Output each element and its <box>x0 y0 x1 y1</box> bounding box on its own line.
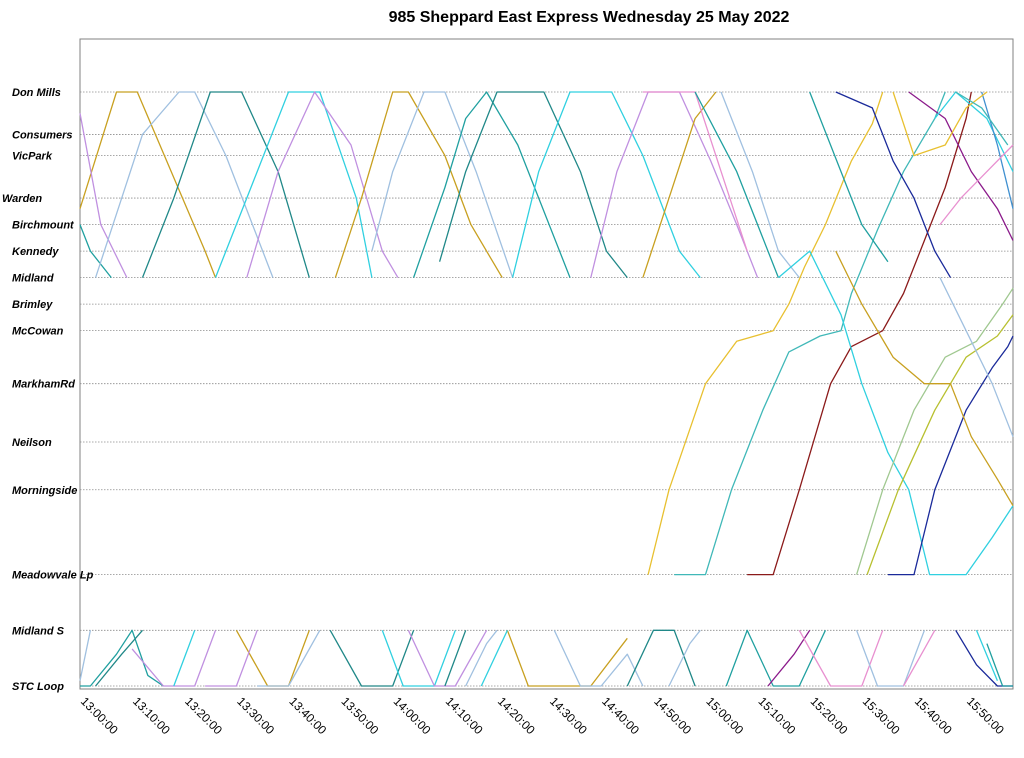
stop-label: Kennedy <box>12 246 59 258</box>
trip-line <box>981 91 1014 209</box>
trip-line <box>668 629 701 687</box>
trip-line <box>465 629 498 687</box>
trip-line <box>809 91 889 263</box>
trip-line <box>79 224 112 279</box>
time-tick-label: 14:30:00 <box>547 694 590 737</box>
trip-line <box>986 643 1013 687</box>
trip-line <box>79 630 92 681</box>
trip-line <box>866 314 1014 575</box>
time-tick-label: 13:00:00 <box>78 694 121 737</box>
stop-label: Warden <box>2 193 42 205</box>
trip-line <box>955 91 1009 146</box>
trip-line <box>642 91 717 278</box>
trip-line <box>777 250 1014 576</box>
trip-line <box>371 91 514 278</box>
trip-line <box>642 91 748 252</box>
stop-label: Brimley <box>12 299 53 311</box>
stop-label: VicPark <box>12 151 53 163</box>
trip-line <box>855 287 1014 575</box>
stop-label: Midland <box>12 273 54 285</box>
trip-line <box>79 113 128 278</box>
trip-line <box>939 277 1014 437</box>
stop-label: Meadowvale Lp <box>12 570 94 582</box>
trip-line <box>835 250 1014 507</box>
stop-label: STC Loop <box>12 681 64 693</box>
trip-line <box>647 91 884 575</box>
trip-line <box>94 91 274 278</box>
trip-line <box>694 91 780 278</box>
time-tick-labels: 13:00:00 13:10:00 13:20:00 13:30:00 13:40:00… <box>78 694 1007 737</box>
trip-line <box>173 630 196 687</box>
trip-line <box>79 91 217 278</box>
chart-title: 985 Sheppard East Express Wednesday 25 M… <box>389 9 790 26</box>
time-tick-label: 15:30:00 <box>860 694 903 737</box>
trip-line <box>95 629 143 687</box>
time-tick-label: 15:50:00 <box>964 694 1007 737</box>
trip-line <box>257 629 321 687</box>
trip-line <box>407 629 488 687</box>
time-tick-label: 15:20:00 <box>808 694 851 737</box>
trip-line <box>553 630 644 687</box>
time-tick-label: 15:00:00 <box>703 694 746 737</box>
time-tick-label: 15:40:00 <box>912 694 955 737</box>
stop-label: McCowan <box>12 326 64 338</box>
trip-line <box>835 91 952 278</box>
trip-line <box>329 629 415 687</box>
trip-line <box>480 630 508 687</box>
stop-label: Don Mills <box>12 87 61 99</box>
stop-label: MarkhamRd <box>12 379 75 391</box>
time-tick-label: 14:40:00 <box>599 694 642 737</box>
stop-label: Midland S <box>12 625 65 637</box>
trip-line <box>214 91 373 278</box>
trip-line <box>334 91 503 278</box>
time-tick-label: 13:10:00 <box>130 694 173 737</box>
time-tick-label: 14:10:00 <box>443 694 486 737</box>
trip-line <box>855 630 926 687</box>
trip-line <box>908 91 1014 241</box>
stop-label: Neilson <box>12 437 52 449</box>
trip-line <box>674 91 946 576</box>
trip-line <box>444 630 467 687</box>
trip-line <box>438 91 628 279</box>
trip-line <box>720 91 800 279</box>
stop-labels: Don Mills Consumers VicPark Warden Birchmoun… <box>2 87 94 693</box>
trip-line <box>939 144 1014 226</box>
trip-line <box>381 630 456 687</box>
trip-line <box>747 91 972 576</box>
trip-line <box>892 91 988 157</box>
trip-line <box>902 629 936 687</box>
stop-label: Consumers <box>12 129 73 141</box>
trip-lines <box>79 91 1014 687</box>
trip-line <box>511 91 701 279</box>
trip-line <box>955 629 1013 687</box>
trip-line <box>934 91 1014 172</box>
time-tick-label: 14:00:00 <box>391 694 434 737</box>
time-tick-label: 14:50:00 <box>651 694 694 737</box>
time-tick-label: 13:20:00 <box>182 694 225 737</box>
stop-label: Birchmount <box>12 220 75 232</box>
trip-line <box>131 630 217 687</box>
trip-line <box>725 629 826 687</box>
plot-frame <box>79 38 1014 690</box>
trip-line <box>798 629 884 687</box>
time-tick-label: 13:40:00 <box>286 694 329 737</box>
trip-line <box>887 335 1014 576</box>
trip-line <box>626 629 696 687</box>
trip-line <box>246 91 399 278</box>
trip-line <box>412 91 571 278</box>
time-tick-label: 13:30:00 <box>234 694 277 737</box>
trip-line <box>80 629 164 687</box>
time-tick-label: 13:50:00 <box>338 694 381 737</box>
stop-label: Morningside <box>12 485 77 497</box>
time-tick-label: 14:20:00 <box>495 694 538 737</box>
trip-line <box>506 630 628 687</box>
stop-gridlines <box>80 91 1013 687</box>
trip-line <box>205 630 258 687</box>
trip-line <box>975 630 999 681</box>
time-tick-label: 15:10:00 <box>755 694 798 737</box>
trip-line <box>141 91 310 278</box>
